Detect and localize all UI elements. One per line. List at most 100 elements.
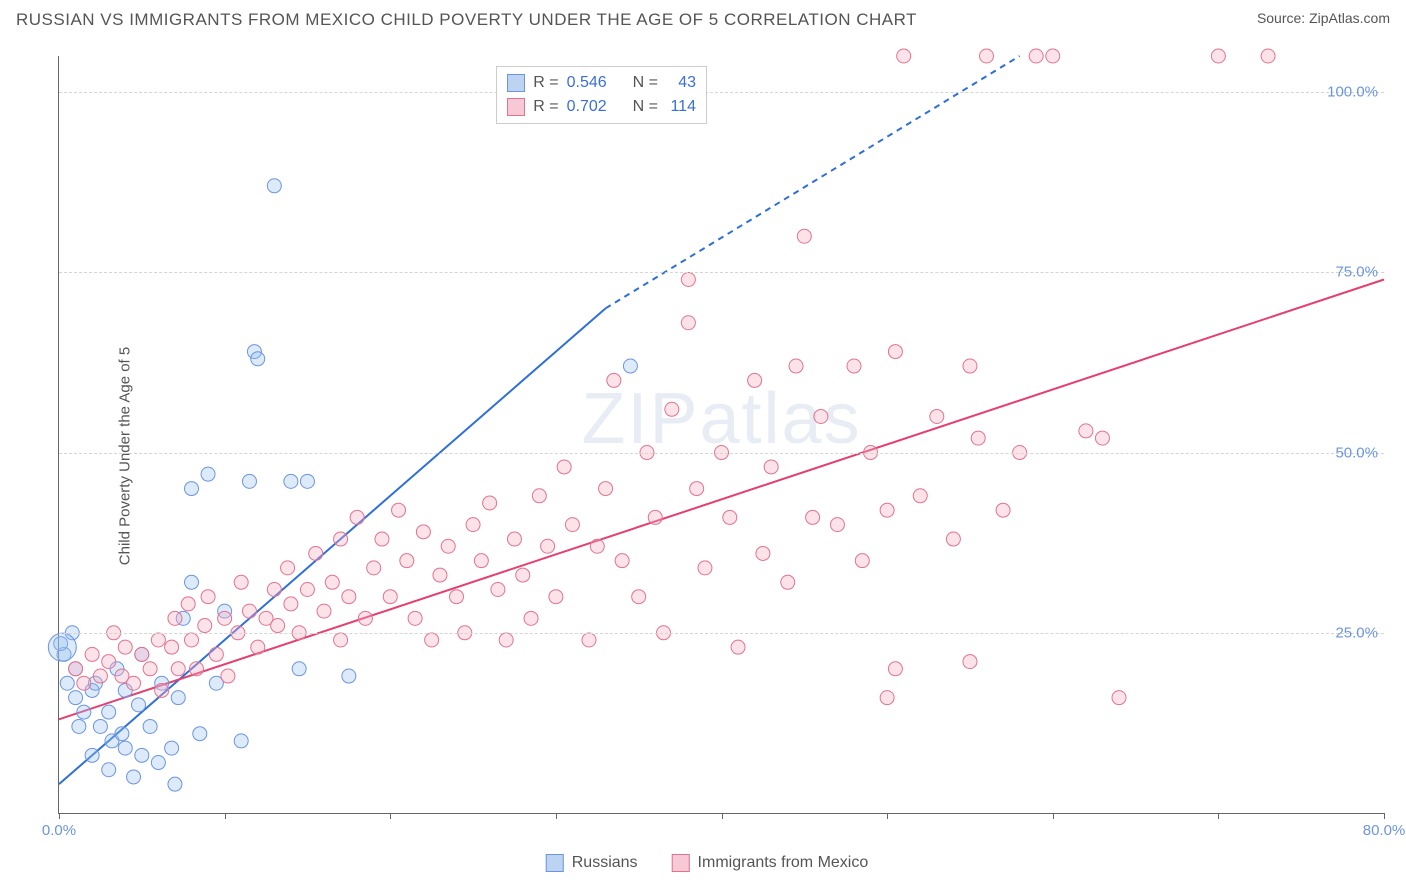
gridline-h: [59, 272, 1384, 273]
x-tick: [887, 813, 888, 819]
point-russians: [85, 748, 99, 762]
point-mexico: [309, 546, 323, 560]
legend-label-mexico: Immigrants from Mexico: [698, 854, 869, 872]
point-mexico: [748, 373, 762, 387]
point-mexico: [127, 676, 141, 690]
source-label: Source:: [1257, 10, 1309, 26]
point-russians: [77, 705, 91, 719]
point-mexico: [582, 633, 596, 647]
point-mexico: [85, 647, 99, 661]
point-russians: [623, 359, 637, 373]
point-russians: [251, 352, 265, 366]
point-mexico: [1095, 431, 1109, 445]
legend-label-russians: Russians: [572, 854, 638, 872]
legend-swatch-russians: [546, 854, 564, 872]
point-mexico: [980, 49, 994, 63]
point-mexico: [723, 510, 737, 524]
legend-item-russians: Russians: [546, 854, 638, 872]
point-mexico: [615, 554, 629, 568]
point-mexico: [392, 503, 406, 517]
stats-n-value: 114: [666, 95, 696, 119]
point-mexico: [532, 489, 546, 503]
point-mexico: [383, 590, 397, 604]
point-mexico: [764, 460, 778, 474]
gridline-h: [59, 633, 1384, 634]
point-mexico: [590, 539, 604, 553]
point-mexico: [880, 503, 894, 517]
stats-box: R =0.546N =43R =0.702N =114: [496, 66, 707, 124]
point-mexico: [681, 272, 695, 286]
point-russians: [165, 741, 179, 755]
point-russians: [342, 669, 356, 683]
point-mexico: [171, 662, 185, 676]
stats-n-label: N =: [633, 71, 658, 95]
point-mexico: [1211, 49, 1225, 63]
point-russians: [284, 474, 298, 488]
point-mexico: [599, 482, 613, 496]
point-mexico: [221, 669, 235, 683]
point-mexico: [483, 496, 497, 510]
point-russians: [143, 719, 157, 733]
point-mexico: [1046, 49, 1060, 63]
point-russians: [93, 719, 107, 733]
point-russians: [102, 705, 116, 719]
point-mexico: [996, 503, 1010, 517]
point-mexico: [450, 590, 464, 604]
point-mexico: [218, 611, 232, 625]
point-mexico: [284, 597, 298, 611]
point-mexico: [789, 359, 803, 373]
point-mexico: [830, 518, 844, 532]
point-mexico: [466, 518, 480, 532]
source-name: ZipAtlas.com: [1309, 10, 1390, 26]
point-mexico: [135, 647, 149, 661]
point-mexico: [565, 518, 579, 532]
point-russians: [72, 719, 86, 733]
point-mexico: [971, 431, 985, 445]
x-tick: [1384, 813, 1385, 819]
point-mexico: [731, 640, 745, 654]
stats-swatch: [507, 74, 525, 92]
stats-n-label: N =: [633, 95, 658, 119]
point-mexico: [847, 359, 861, 373]
legend-swatch-mexico: [672, 854, 690, 872]
point-russians: [118, 741, 132, 755]
point-mexico: [806, 510, 820, 524]
point-mexico: [681, 316, 695, 330]
x-tick: [1218, 813, 1219, 819]
point-mexico: [155, 683, 169, 697]
point-mexico: [350, 510, 364, 524]
point-mexico: [963, 655, 977, 669]
point-mexico: [143, 662, 157, 676]
stats-r-value: 0.702: [567, 95, 607, 119]
point-mexico: [198, 619, 212, 633]
x-tick: [722, 813, 723, 819]
point-russians: [60, 676, 74, 690]
point-mexico: [189, 662, 203, 676]
point-mexico: [181, 597, 195, 611]
point-mexico: [963, 359, 977, 373]
point-mexico: [665, 402, 679, 416]
point-mexico: [797, 229, 811, 243]
point-mexico: [102, 655, 116, 669]
x-tick-label: 80.0%: [1363, 822, 1406, 839]
point-mexico: [756, 546, 770, 560]
point-mexico: [897, 49, 911, 63]
point-mexico: [367, 561, 381, 575]
point-mexico: [93, 669, 107, 683]
gridline-h: [59, 453, 1384, 454]
point-russians: [201, 467, 215, 481]
point-mexico: [400, 554, 414, 568]
point-mexico: [648, 510, 662, 524]
legend-item-mexico: Immigrants from Mexico: [672, 854, 869, 872]
y-tick-label: 25.0%: [1335, 624, 1378, 641]
point-mexico: [499, 633, 513, 647]
point-mexico: [201, 590, 215, 604]
point-mexico: [251, 640, 265, 654]
x-tick-label: 0.0%: [42, 822, 76, 839]
point-russians: [127, 770, 141, 784]
point-mexico: [267, 583, 281, 597]
point-mexico: [165, 640, 179, 654]
point-russians: [115, 727, 129, 741]
x-tick: [1053, 813, 1054, 819]
point-mexico: [1029, 49, 1043, 63]
